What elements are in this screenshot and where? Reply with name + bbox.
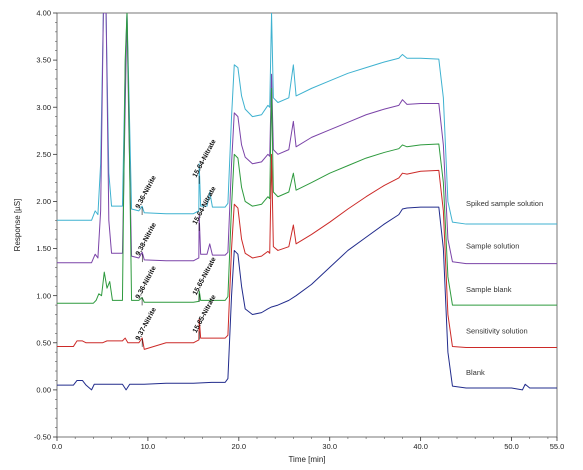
- y-tick-label: 1.50: [36, 244, 51, 253]
- x-tick-label: 0.0: [52, 442, 62, 451]
- y-tick-label: 0.50: [36, 338, 51, 347]
- axes-layer: -0.50 0.00 0.50 1.00 1.50 2.00 2.50 3.00 3.50 4.0…: [34, 9, 564, 451]
- y-tick-label: 0.00: [36, 385, 51, 394]
- x-axis-title: Time [min]: [288, 455, 325, 464]
- y-tick-label: 2.50: [36, 150, 51, 159]
- x-tick-label: 40.0: [413, 442, 428, 451]
- y-tick-label: 3.00: [36, 103, 51, 112]
- series-line-2: [57, 13, 557, 306]
- y-axis-title: Response [µS]: [13, 199, 22, 252]
- series-label: Sample solution: [466, 242, 519, 251]
- plot-area: [56, 12, 558, 438]
- x-tick-label: 55.0: [550, 442, 565, 451]
- series-label: Sensitivity solution: [466, 326, 528, 335]
- x-tick-label: 30.0: [322, 442, 337, 451]
- x-tick-label: 20.0: [232, 442, 247, 451]
- series-label: Blank: [466, 368, 485, 377]
- x-tick-label: 10.0: [141, 442, 156, 451]
- series-line-4: [57, 206, 557, 391]
- x-tick-label: 50.0: [504, 442, 519, 451]
- series-layer: [57, 13, 557, 391]
- y-tick-label: -0.50: [34, 433, 51, 442]
- y-tick-label: 4.00: [36, 9, 51, 18]
- series-label: Spiked sample solution: [466, 199, 543, 208]
- series-label: Sample blank: [466, 285, 512, 294]
- y-tick-label: 2.00: [36, 197, 51, 206]
- plot-frame: [56, 12, 558, 438]
- y-tick-label: 1.00: [36, 291, 51, 300]
- series-line-3: [57, 153, 557, 350]
- y-tick-label: 3.50: [36, 56, 51, 65]
